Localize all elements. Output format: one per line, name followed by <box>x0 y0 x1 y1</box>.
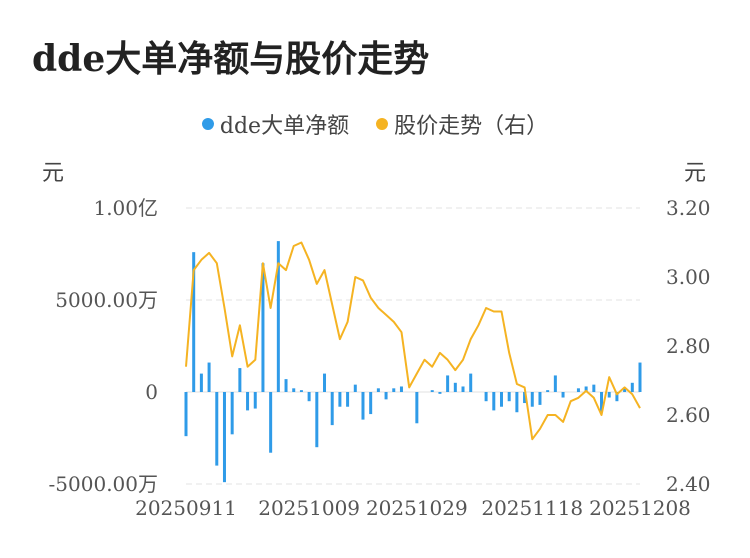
left-axis-unit: 元 <box>42 161 65 186</box>
dde-bar <box>623 388 627 392</box>
legend-label-price: 股价走势（右） <box>394 114 549 139</box>
dde-bar <box>346 392 350 407</box>
dde-bar <box>238 368 242 392</box>
legend-dot-price <box>376 118 389 130</box>
dde-bar <box>307 392 311 402</box>
legend-dot-dde <box>201 118 214 130</box>
dde-bar <box>630 382 634 392</box>
dde-bar <box>523 392 527 404</box>
dde-bar <box>453 382 457 392</box>
dde-bar <box>638 362 642 392</box>
dde-bar <box>315 392 319 448</box>
left-axis-tick-label: 0 <box>145 380 158 404</box>
legend-item-price[interactable]: 股价走势（右） <box>376 108 548 140</box>
x-axis-tick-label: 20251009 <box>258 496 360 520</box>
dde-bar <box>446 375 450 392</box>
dde-bar <box>561 392 565 398</box>
x-axis-tick-label: 20251029 <box>366 496 468 520</box>
dde-bar <box>253 392 257 409</box>
dde-bar <box>507 392 511 402</box>
dde-bar <box>222 392 226 483</box>
dde-bar <box>530 392 534 407</box>
dde-bar <box>338 392 342 407</box>
left-axis-tick-label: 1.00亿 <box>93 196 158 220</box>
dde-bar <box>484 392 488 402</box>
dde-bar <box>276 241 280 392</box>
dde-bar <box>299 390 303 392</box>
dde-bar <box>499 392 503 407</box>
dde-bar <box>230 392 234 435</box>
dde-bar <box>461 386 465 392</box>
x-axis-tick-label: 20251208 <box>589 496 691 520</box>
x-axis-tick-label: 20250911 <box>135 496 237 520</box>
dde-bar <box>607 392 611 398</box>
dde-bar <box>292 388 296 392</box>
dde-bar <box>269 392 273 453</box>
right-axis-unit: 元 <box>684 161 707 186</box>
dde-bar <box>215 392 219 466</box>
dde-bar <box>584 386 588 392</box>
dde-bar <box>384 392 388 400</box>
price-line <box>185 241 641 441</box>
dde-bar <box>399 386 403 392</box>
dde-bar <box>430 390 434 392</box>
dde-bar <box>192 252 196 392</box>
chart-title: dde大单净额与股价走势 <box>32 38 430 80</box>
dde-bar <box>369 392 373 415</box>
dde-bar <box>199 373 203 392</box>
dde-bar <box>469 373 473 392</box>
dde-bar <box>261 263 265 392</box>
dde-bar <box>600 392 604 413</box>
dde-bar <box>323 373 327 392</box>
dde-bar <box>576 388 580 392</box>
dde-bar <box>184 392 188 437</box>
dde-bar <box>438 392 442 394</box>
dde-bar <box>592 384 596 392</box>
dde-bar <box>376 388 380 392</box>
dde-bar <box>553 375 557 392</box>
dde-bar <box>246 392 250 411</box>
right-axis-tick-label: 2.60 <box>666 403 711 427</box>
x-axis-tick-label: 20251118 <box>481 496 583 520</box>
dde-bar <box>330 392 334 426</box>
dde-bar <box>538 392 542 405</box>
legend-label-dde: dde大单净额 <box>219 114 350 139</box>
dde-bar <box>615 392 619 402</box>
dde-bar <box>392 388 396 392</box>
right-axis-tick-label: 3.00 <box>666 265 711 289</box>
dde-bar <box>353 384 357 392</box>
right-axis-tick-label: 2.40 <box>666 472 711 496</box>
legend-item-dde[interactable]: dde大单净额 <box>201 108 350 140</box>
right-axis-tick-label: 3.20 <box>666 196 711 220</box>
left-axis-tick-label: 5000.00万 <box>55 288 158 312</box>
dde-bar <box>546 390 550 392</box>
left-axis-tick-label: -5000.00万 <box>49 472 158 496</box>
right-axis-tick-label: 2.80 <box>666 334 711 358</box>
dde-bar <box>492 392 496 411</box>
dde-bar <box>515 392 519 413</box>
dde-bar <box>361 392 365 420</box>
dde-bar <box>415 392 419 424</box>
dde-bar <box>284 379 288 392</box>
legend: dde大单净额 股价走势（右） <box>0 108 750 140</box>
dde-bar <box>207 362 211 392</box>
